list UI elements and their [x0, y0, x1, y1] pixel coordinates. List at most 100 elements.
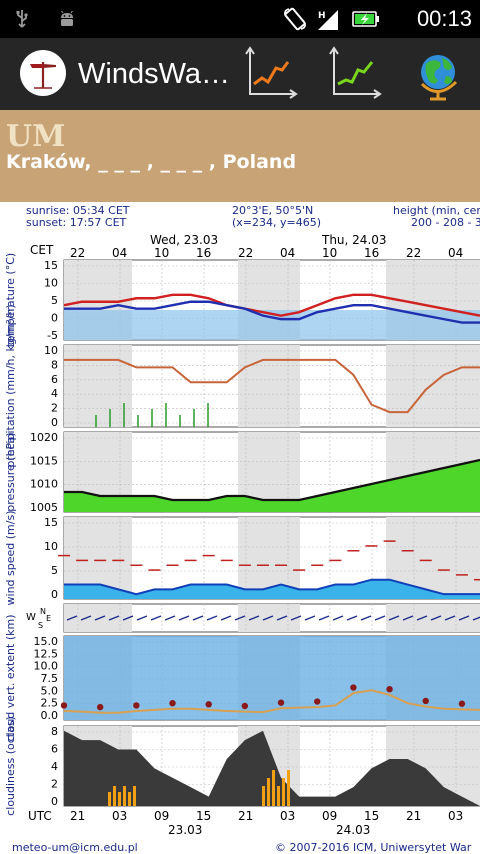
y-tick-label: 1010: [30, 478, 58, 491]
wind-arrow: [346, 615, 358, 621]
convective-bar: [118, 792, 121, 806]
temperature-mean-line: [64, 300, 480, 324]
wind-arrow: [276, 615, 288, 621]
pressure-line: [64, 458, 480, 502]
wind-speed-line: [64, 578, 480, 596]
y-tick-label: 10: [44, 344, 58, 357]
globe-icon[interactable]: [412, 44, 468, 104]
panel-axis-label: wind speed (m/s): [4, 511, 17, 606]
y-tick-label: 15: [44, 259, 58, 272]
y-tick-label: 5.0: [41, 684, 59, 697]
wind-arrow: [374, 615, 386, 621]
wind-arrow: [150, 615, 162, 621]
convective-bar: [262, 786, 265, 806]
night-band: [64, 345, 132, 427]
night-band: [386, 604, 480, 632]
action-bar: WindsWa…: [0, 38, 480, 110]
height-values: 200 - 208 - 3: [411, 216, 480, 229]
convective-bar: [133, 786, 136, 806]
wind-arrow: [360, 615, 372, 621]
precipitation-line: [64, 358, 480, 414]
sunrise-text: sunrise: 05:34 CET: [26, 204, 130, 217]
green-graph-icon[interactable]: [326, 44, 382, 104]
cet-hour-tick: 10: [154, 246, 169, 260]
y-tick-label: 8: [51, 725, 58, 738]
android-debug-icon: [58, 10, 76, 27]
y-tick-label: 1005: [30, 501, 58, 514]
y-tick-label: 10: [44, 277, 58, 290]
wind-arrow: [248, 615, 260, 621]
cloud-top-dot: [277, 699, 285, 706]
cet-hour-tick: 22: [406, 246, 421, 260]
utc-hour-tick: 15: [364, 809, 379, 823]
rotate-icon: [284, 7, 306, 31]
cloud-top-dot: [96, 703, 104, 711]
y-tick-label: 4: [51, 387, 58, 400]
wind-arrow: [332, 615, 344, 621]
y-tick-label: 0: [51, 795, 58, 808]
y-tick-label: 0.0: [41, 709, 59, 722]
windsock-logo-icon[interactable]: [20, 50, 66, 96]
wind-dir-w: W: [26, 612, 36, 623]
wind-arrow: [192, 615, 204, 621]
day-label: Thu, 24.03: [321, 233, 387, 247]
location-header: UM Kraków, _ _ _ , _ _ _ , Poland: [0, 110, 480, 202]
coordinates-text: 20°3'E, 50°5'N: [232, 204, 314, 217]
convective-bar: [123, 786, 126, 806]
convective-bar: [272, 770, 275, 806]
cloud-top-dot: [314, 698, 321, 705]
panel-axis-label: cloudiness (octas): [4, 716, 17, 816]
wind-arrow: [94, 615, 106, 621]
y-tick-label: 2.5: [41, 697, 59, 710]
usb-icon: [14, 9, 30, 29]
wind-arrow: [80, 615, 92, 621]
orange-graph-icon[interactable]: [242, 44, 298, 104]
y-tick-label: 10: [44, 540, 58, 553]
wind-arrow: [402, 615, 414, 621]
cet-hour-tick: 22: [70, 246, 85, 260]
night-band: [64, 604, 132, 632]
cloud-top-dot: [386, 686, 393, 693]
night-band: [238, 517, 300, 599]
utc-date: 23.03: [168, 823, 202, 837]
wind-arrow: [136, 615, 148, 621]
cloud-extent-bg: [64, 636, 480, 720]
cloud-top-dot: [241, 702, 249, 710]
night-band: [238, 345, 300, 427]
location-name: Kraków, _ _ _ , _ _ _ , Poland: [6, 151, 297, 173]
signal-icon: H: [318, 10, 338, 30]
y-tick-label: 15: [44, 516, 58, 529]
height-label: height (min, cen: [393, 204, 480, 217]
panel-axis-label: precipitation (mm/h, kg/m²/h): [4, 304, 17, 467]
contact-email: meteo-um@icm.edu.pl: [12, 841, 138, 854]
wind-arrow: [234, 615, 246, 621]
cet-hour-tick: 22: [238, 246, 253, 260]
y-tick-label: 15.0: [34, 635, 59, 648]
wind-arrow: [164, 615, 176, 621]
cet-hour-tick: 16: [196, 246, 211, 260]
cet-label: CET: [30, 243, 54, 257]
wind-speed-area: [64, 579, 480, 599]
status-bar: H 00:13: [0, 0, 480, 38]
y-tick-label: 1020: [30, 431, 58, 444]
y-tick-label: 6: [51, 743, 58, 756]
convective-bar: [277, 786, 280, 806]
convective-bar: [128, 792, 131, 806]
utc-hour-tick: 09: [154, 809, 169, 823]
convective-bar: [108, 792, 111, 806]
day-label: Wed, 23.03: [150, 233, 218, 247]
meteogram[interactable]: sunrise: 05:34 CET sunset: 17:57 CET 20°…: [0, 202, 480, 854]
y-tick-label: 4: [51, 760, 58, 773]
svg-text:H: H: [318, 11, 326, 21]
copyright: © 2007-2016 ICM, Uniwersytet War: [275, 841, 472, 854]
wind-dir-n: N: [40, 607, 46, 616]
cet-hour-tick: 04: [112, 246, 127, 260]
wind-dir-e: E: [46, 614, 51, 623]
app-title: WindsWa…: [78, 58, 230, 90]
wind-arrow: [472, 616, 480, 621]
convective-bar: [113, 786, 116, 806]
y-tick-label: 6: [51, 373, 58, 386]
y-tick-label: 1015: [30, 454, 58, 467]
night-band: [386, 345, 480, 427]
